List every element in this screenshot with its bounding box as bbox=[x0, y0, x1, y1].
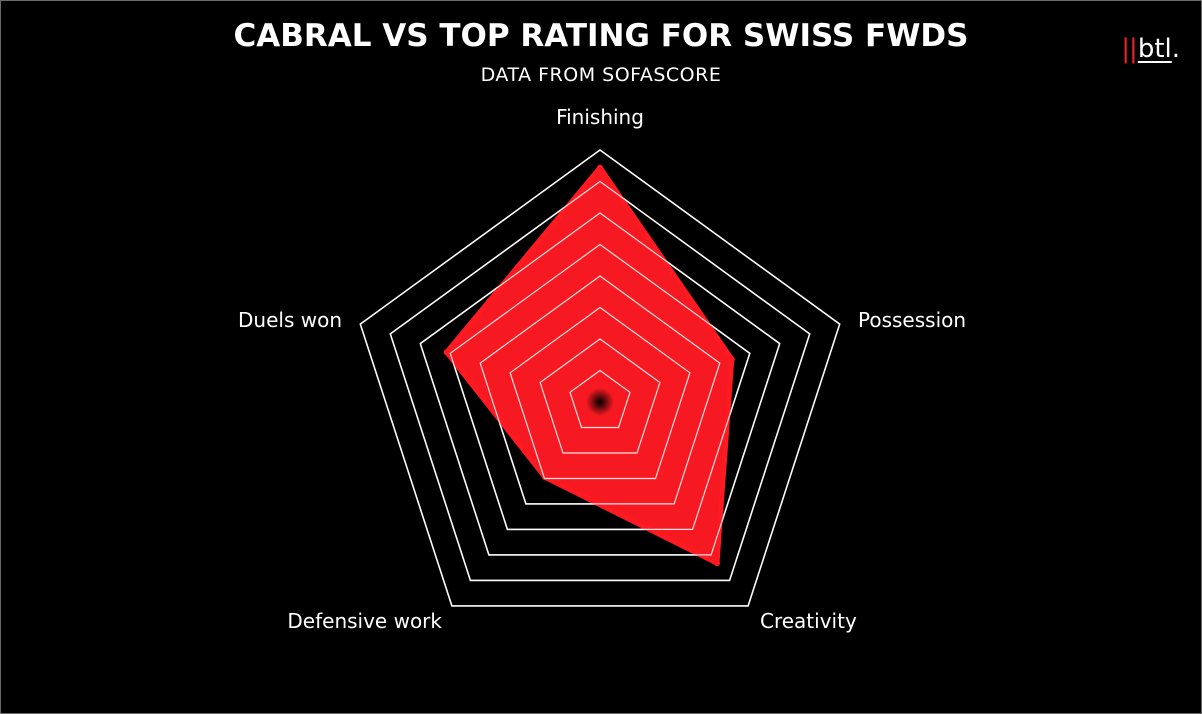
radar-grid-overlay-ring-2 bbox=[539, 338, 661, 454]
brand-text: btl bbox=[1137, 34, 1172, 64]
axis-label-finishing: Finishing bbox=[556, 105, 644, 129]
chart-subtitle: DATA FROM SOFASCORE bbox=[480, 64, 722, 86]
radar-grid-overlay-ring-5 bbox=[449, 243, 751, 531]
axis-label-defensive-work: Defensive work bbox=[287, 609, 442, 633]
axis-label-creativity: Creativity bbox=[760, 609, 857, 633]
radar-center bbox=[586, 388, 614, 416]
radar-grid-overlay-ring-3 bbox=[509, 306, 691, 480]
radar-point-creativity bbox=[714, 560, 720, 567]
brand-bars-mark: || bbox=[1121, 34, 1138, 64]
radar-grid-overlay-ring-6 bbox=[419, 212, 781, 556]
radar-grid-overlay-ring-1 bbox=[569, 369, 631, 429]
radar-grid-overlay-ring-7 bbox=[389, 180, 811, 582]
radar-grid-overlay-ring-4 bbox=[479, 275, 721, 505]
radar-point-duels-won bbox=[443, 349, 450, 356]
brand-logo: || btl . bbox=[1121, 34, 1180, 64]
radar-grid-overlay-ring-8 bbox=[359, 149, 841, 607]
brand-dot: . bbox=[1171, 34, 1180, 64]
axis-label-duels-won: Duels won bbox=[238, 308, 342, 332]
axis-label-possession: Possession bbox=[858, 308, 966, 332]
radar-point-finishing bbox=[597, 164, 603, 171]
radar-data bbox=[359, 149, 841, 607]
radar-axis-labels: Finishing Possession Creativity Defensive w… bbox=[238, 105, 966, 633]
chart-title: CABRAL VS TOP RATING FOR SWISS FWDS bbox=[233, 18, 969, 54]
radar-point-possession bbox=[728, 356, 735, 363]
